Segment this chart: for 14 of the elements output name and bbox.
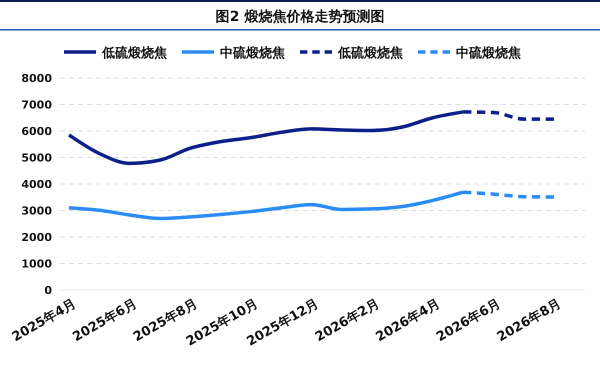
legend-label: 低硫煅烧焦 [337, 45, 403, 61]
legend-label: 中硫煅烧焦 [220, 45, 285, 61]
y-tick-label: 8000 [21, 72, 52, 85]
y-tick-label: 6000 [21, 125, 52, 138]
y-tick-label: 3000 [21, 204, 52, 218]
y-tick-label: 0 [44, 284, 52, 297]
legend-label: 中硫煅烧焦 [456, 45, 521, 61]
y-tick-label: 1000 [21, 258, 52, 270]
legend-label: 低硫煅烧焦 [101, 45, 167, 61]
y-tick-label: 4000 [21, 178, 52, 191]
y-tick-label: 5000 [21, 152, 52, 164]
y-tick-label: 7000 [21, 98, 52, 112]
chart-title: 图2 煅烧焦价格走势预测图 [216, 9, 384, 25]
y-tick-label: 2000 [21, 231, 52, 244]
